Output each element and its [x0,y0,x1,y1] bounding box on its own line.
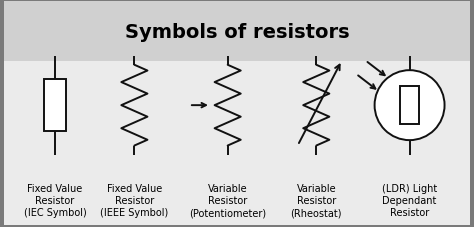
Text: Symbols of resistors: Symbols of resistors [125,22,349,42]
Text: Fixed Value
Resistor
(IEC Symbol): Fixed Value Resistor (IEC Symbol) [24,183,86,217]
Text: Variable
Resistor
(Rheostat): Variable Resistor (Rheostat) [291,183,342,217]
Text: (LDR) Light
Dependant
Resistor: (LDR) Light Dependant Resistor [382,183,437,217]
FancyBboxPatch shape [44,80,66,131]
FancyBboxPatch shape [4,62,470,225]
FancyBboxPatch shape [4,2,470,62]
Text: Variable
Resistor
(Potentiometer): Variable Resistor (Potentiometer) [189,183,266,217]
Ellipse shape [374,71,445,141]
Text: Fixed Value
Resistor
(IEEE Symbol): Fixed Value Resistor (IEEE Symbol) [100,183,169,217]
FancyBboxPatch shape [400,87,419,125]
